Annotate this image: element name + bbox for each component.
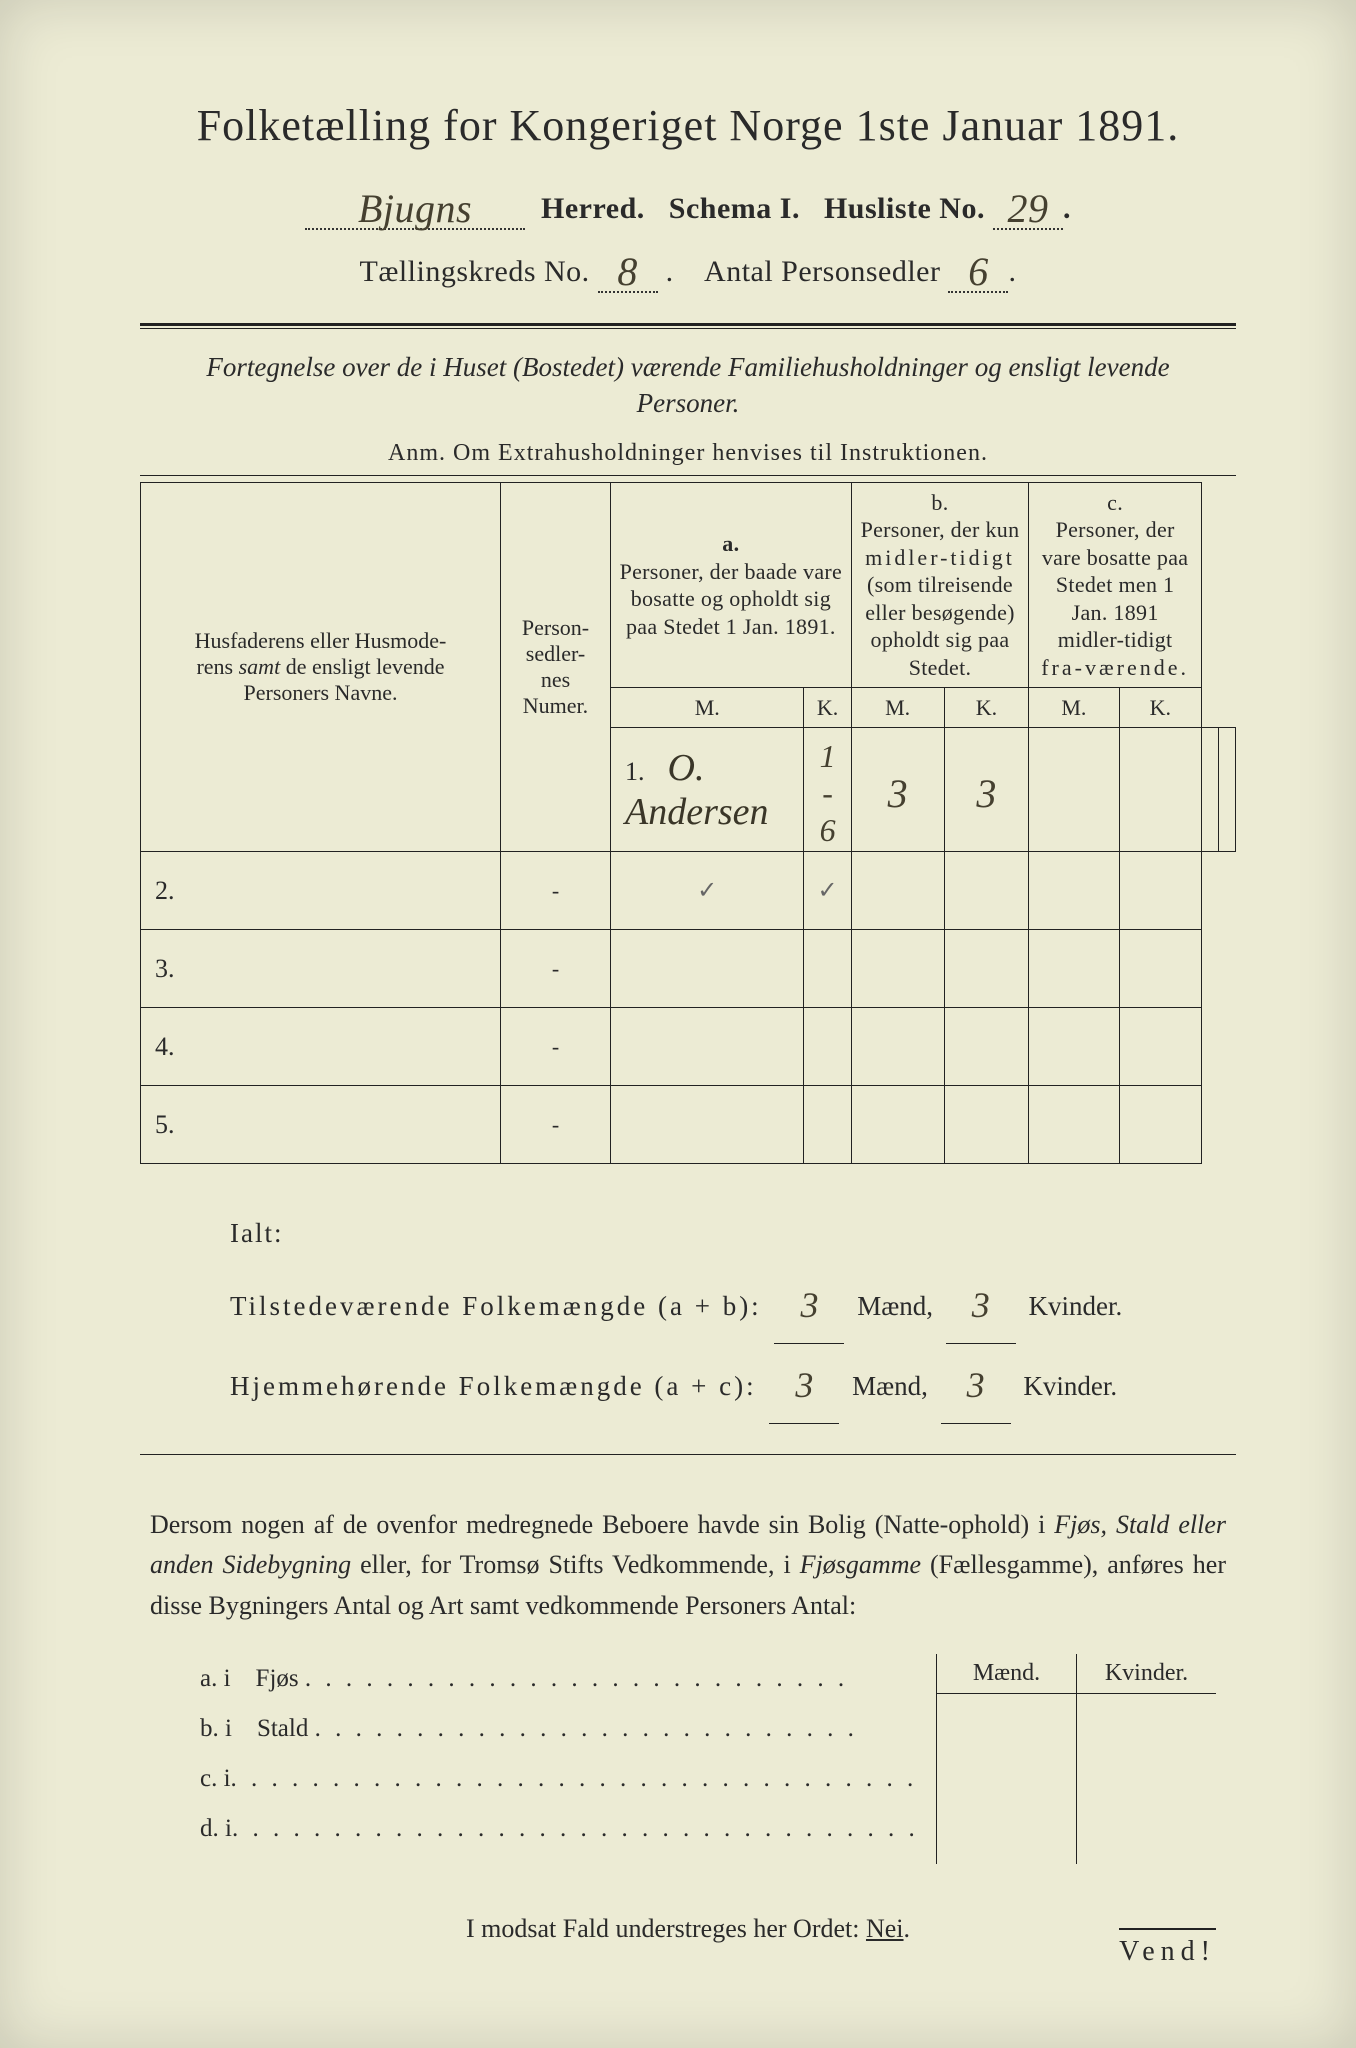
antal-value: 6 [968,248,989,295]
page-title: Folketælling for Kongeriget Norge 1ste J… [140,100,1236,151]
col-a-header: a. Personer, der baade vare bosatte og o… [611,482,852,688]
name-hw: O. Andersen [625,747,769,833]
col-c-header: c. Personer, der vare bosatte paa Stedet… [1029,482,1202,688]
husliste-value: 29 [1007,185,1048,232]
nei-line: I modsat Fald understreges her Ordet: Ne… [140,1914,1236,1944]
paragraph: Dersom nogen af de ovenfor medregnede Be… [150,1505,1226,1626]
totals-line-2: Hjemmehørende Folkemængde (a + c): 3 Mæn… [230,1344,1236,1424]
bottom-row: a. i Fjøs . . . . . . . . . . . . . . . … [200,1654,936,1704]
subtitle: Fortegnelse over de i Huset (Bostedet) v… [180,349,1196,422]
bottom-row: c. i. . . . . . . . . . . . . . . . . . … [200,1754,936,1804]
col-num-header: Person-sedler-nesNumer. [501,482,611,852]
census-table: Husfaderens eller Husmode-rens samt de e… [140,482,1236,1165]
kvinder-col: Kvinder. [1076,1654,1216,1864]
maend-col: Mænd. [937,1654,1076,1864]
antal-label: Antal Personsedler [704,255,940,288]
table-row: 2. - ✓ ✓ [141,852,1236,930]
col-c-m: M. [1029,688,1119,728]
bottom-row: d. i. . . . . . . . . . . . . . . . . . … [200,1804,936,1854]
nei-word: Nei [866,1914,904,1943]
table-row: 4. - [141,1008,1236,1086]
header-line-3: Tællingskreds No. 8 . Antal Personsedler… [140,244,1236,293]
herred-value: Bjugns [358,185,472,232]
census-form-page: Folketælling for Kongeriget Norge 1ste J… [0,0,1356,2048]
herred-label: Herred. [541,192,645,225]
col-name-header: Husfaderens eller Husmode-rens samt de e… [141,482,501,852]
schema-label: Schema I. [669,192,800,225]
col-b-m: M. [851,688,944,728]
table-row: 3. - [141,930,1236,1008]
bottom-row: b. i Stald . . . . . . . . . . . . . . .… [200,1704,936,1754]
divider [140,323,1236,329]
bottom-grid: a. i Fjøs . . . . . . . . . . . . . . . … [200,1654,1216,1864]
col-c-k: K. [1119,688,1201,728]
col-a-m: M. [611,688,804,728]
husliste-label: Husliste No. [824,192,985,225]
divider-thin [140,475,1236,476]
totals-block: Ialt: Tilstedeværende Folkemængde (a + b… [230,1204,1236,1424]
header-line-2: Bjugns Herred. Schema I. Husliste No. 29… [140,181,1236,230]
vend-label: Vend! [1119,1928,1216,1968]
kreds-label: Tællingskreds No. [360,255,590,288]
col-b-header: b. Personer, der kun midler-tidigt (som … [851,482,1029,688]
anm-note: Anm. Om Extrahusholdninger henvises til … [140,440,1236,467]
bottom-left: a. i Fjøs . . . . . . . . . . . . . . . … [200,1654,936,1864]
ialt-label: Ialt: [230,1204,1236,1263]
divider-thin [140,1454,1236,1455]
col-a-k: K. [804,688,851,728]
kreds-value: 8 [617,248,638,295]
bottom-right: Mænd. Kvinder. [936,1654,1216,1864]
table-row: 5. - [141,1086,1236,1164]
col-b-k: K. [944,688,1029,728]
totals-line-1: Tilstedeværende Folkemængde (a + b): 3 M… [230,1264,1236,1344]
